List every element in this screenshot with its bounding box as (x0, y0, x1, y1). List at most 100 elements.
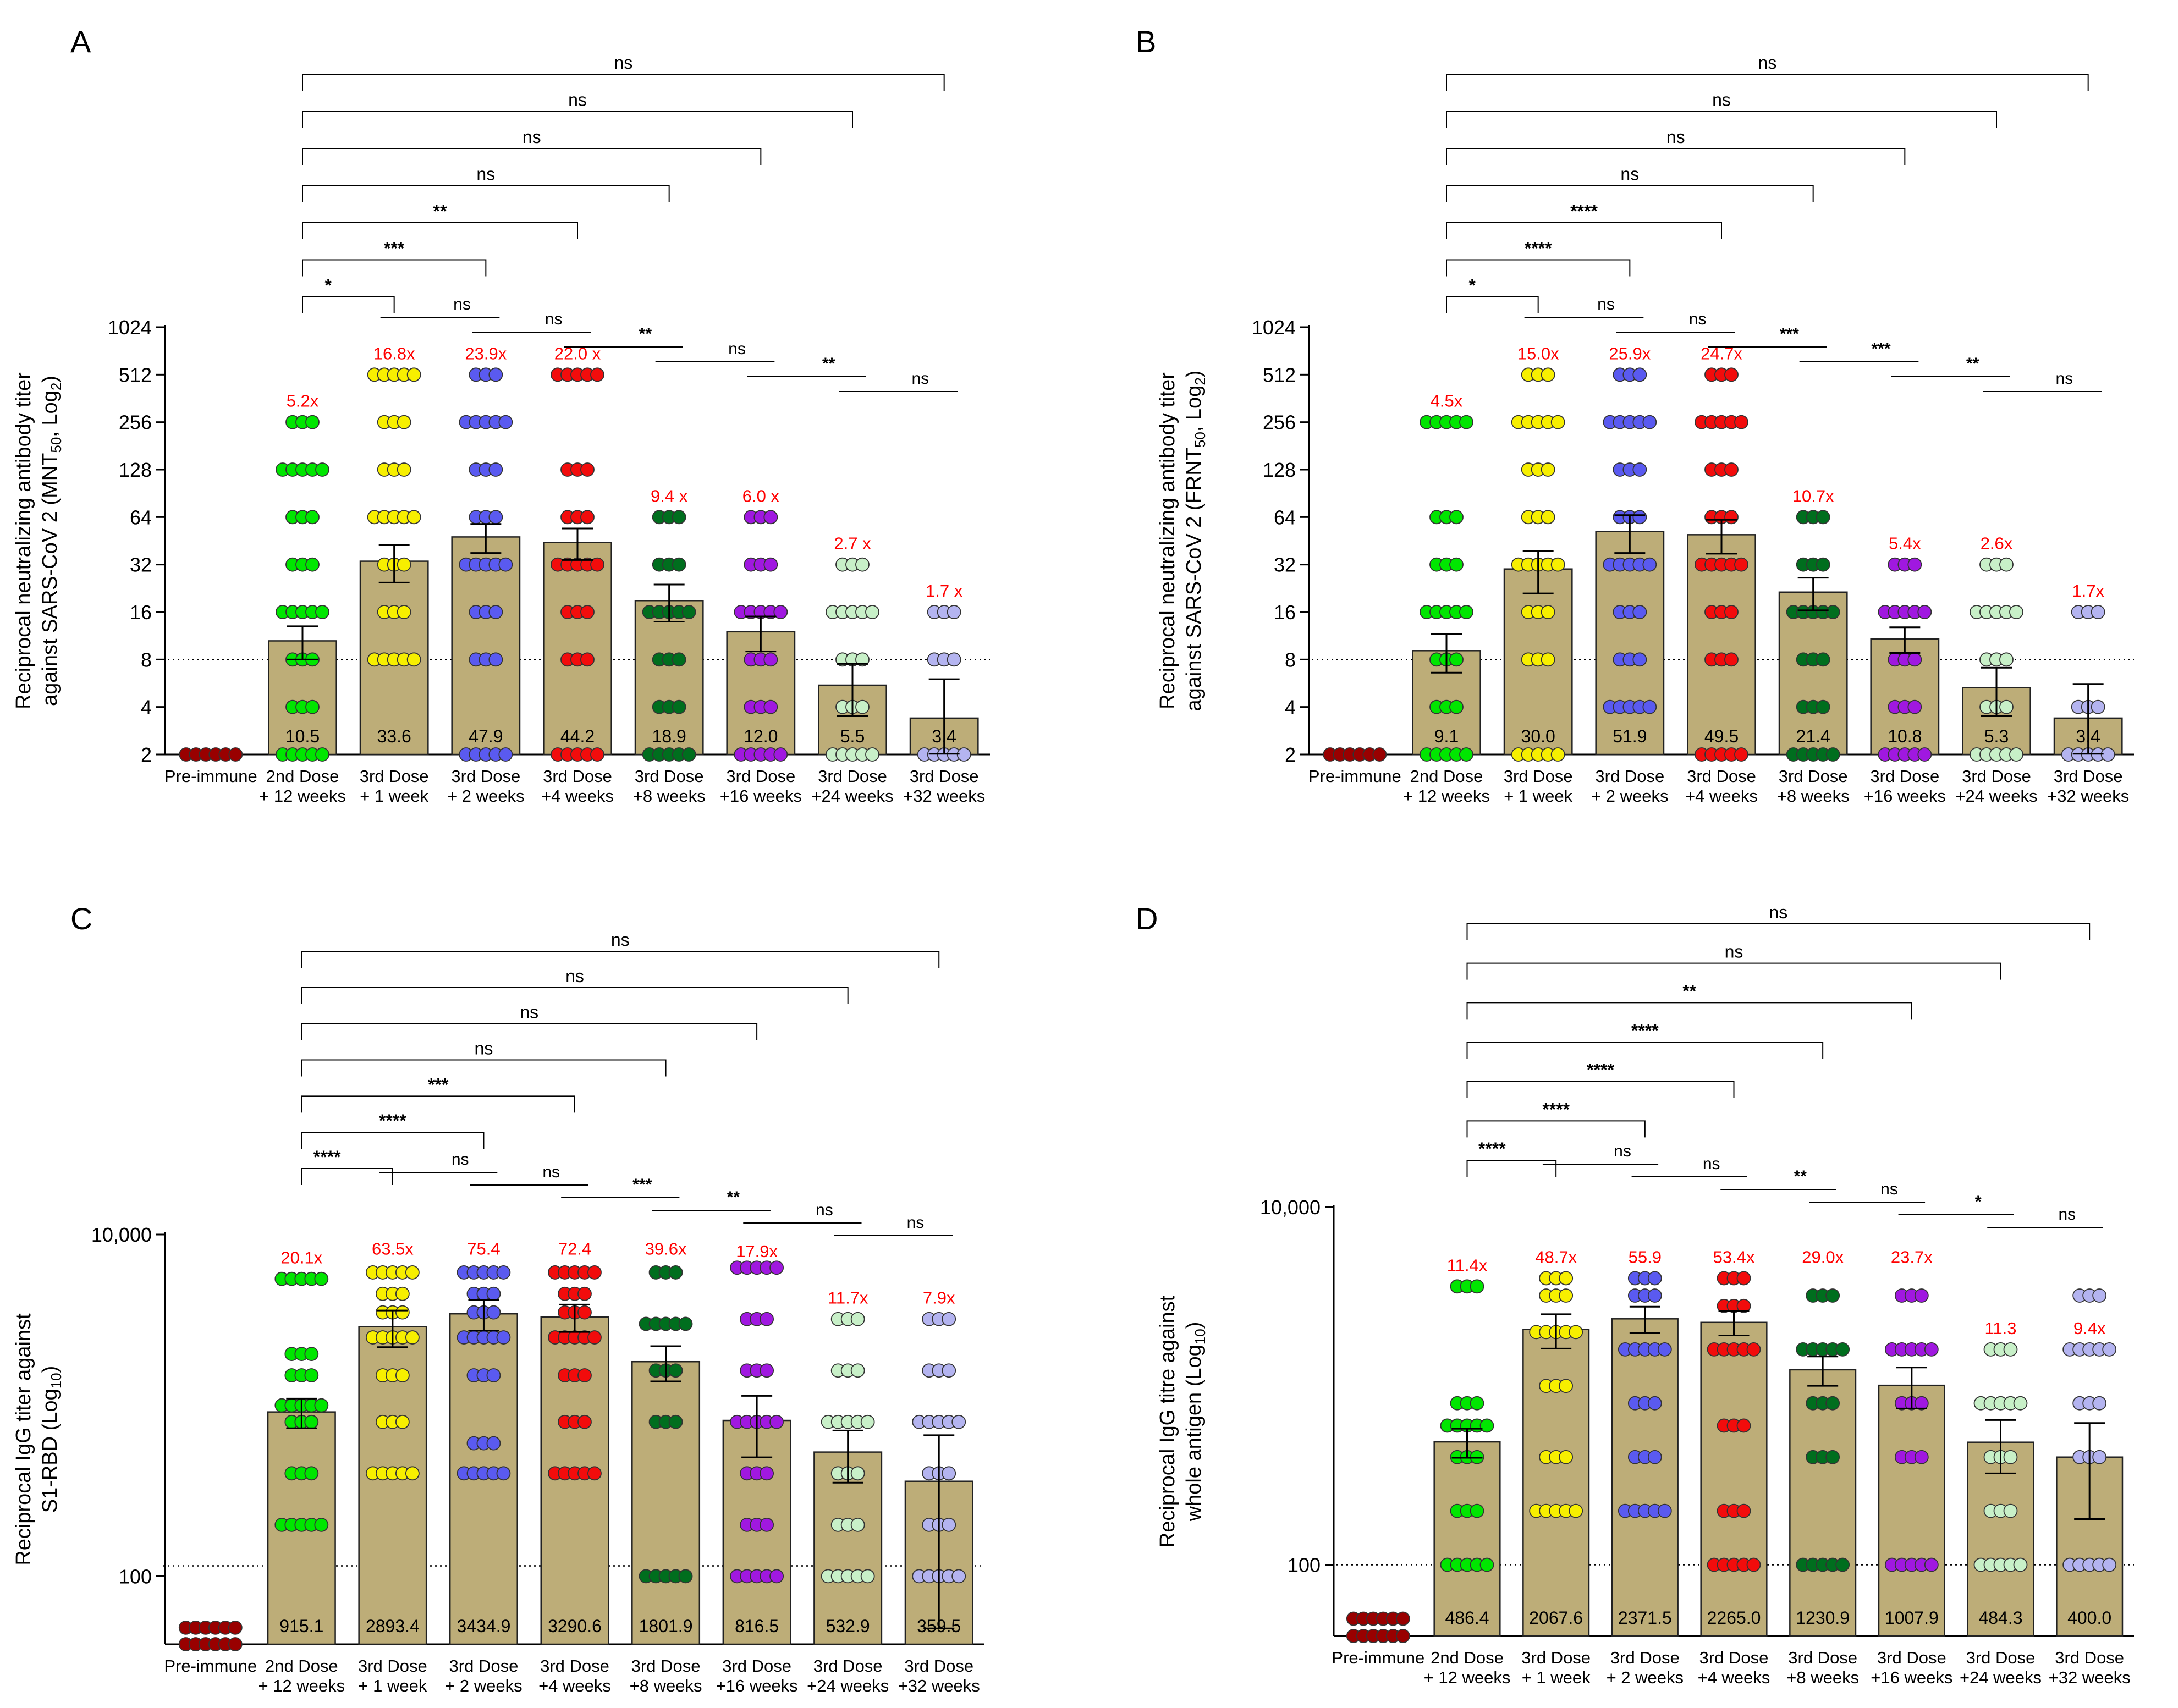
data-point (1559, 1271, 1574, 1286)
bar (1700, 1321, 1768, 1637)
x-tick-label-line: +8 weeks (1777, 786, 1850, 806)
significance-label: ns (565, 966, 584, 986)
significance-bracket (1466, 923, 2091, 940)
fold-change-label: 9.4x (2074, 1319, 2106, 1338)
fold-change-label: 15.0x (1517, 344, 1559, 363)
x-tick-label-line: 3rd Dose (635, 767, 704, 786)
data-point (1632, 652, 1647, 667)
data-point (397, 557, 411, 572)
adjacent-significance-label: *** (1871, 340, 1890, 358)
data-point (486, 1286, 501, 1301)
adjacent-significance-label: ** (1966, 355, 1979, 373)
adjacent-significance-label: *** (1780, 325, 1799, 343)
data-point (1907, 652, 1922, 667)
data-point (1480, 1418, 1494, 1433)
significance-label: ns (1769, 902, 1788, 922)
adjacent-significance-label: * (1975, 1193, 1982, 1211)
data-point (672, 699, 686, 714)
adjacent-significance-label: ns (542, 1163, 560, 1181)
data-point (1724, 605, 1739, 619)
data-point (2013, 1396, 2028, 1411)
bar (634, 600, 704, 756)
x-tick-label: 3rd Dose +32 weeks (2047, 767, 2129, 806)
panel-d: D Reciprocal IgG titre against whole antig… (1136, 901, 2134, 1687)
panel-c: C Reciprocal IgG titer against S1-RBD (Log… (12, 901, 985, 1695)
x-tick-label-line: +16 weeks (716, 1676, 798, 1695)
significance-label: **** (1525, 238, 1552, 258)
x-tick-label-line: + 1 week (1522, 1668, 1591, 1687)
y-tick-label: 32 (1274, 554, 1296, 576)
x-tick-label-line: 3rd Dose (726, 767, 795, 786)
data-point (1825, 747, 1840, 762)
data-point (1541, 605, 1555, 619)
x-tick-label-line: 3rd Dose (813, 1656, 883, 1676)
y-axis-label-subscript: 50 (1192, 432, 1208, 448)
x-tick-label: 3rd Dose +8 weeks (630, 1656, 702, 1695)
significance-label: * (324, 276, 332, 295)
y-axis-label-subscript: 2 (48, 383, 64, 390)
fold-change-label: 1.7 x (926, 581, 963, 600)
data-point (681, 747, 696, 762)
significance-bracket (1446, 74, 2089, 91)
x-tick-label-line: +32 weeks (2047, 786, 2129, 806)
fold-change-label: 10.7x (1792, 486, 1834, 505)
y-axis-label-subscript: 2 (1192, 377, 1208, 385)
x-tick-label-line: 3rd Dose (1788, 1648, 1857, 1667)
data-point (763, 510, 778, 525)
data-point (590, 747, 604, 762)
x-tick-label: 3rd Dose +24 weeks (807, 1656, 889, 1695)
data-point (2102, 1557, 2117, 1572)
x-tick-label-line: 3rd Dose (1700, 1648, 1769, 1667)
data-point (1642, 557, 1657, 572)
adjacent-significance-label: ns (1614, 1142, 1631, 1160)
data-point (668, 1363, 683, 1378)
x-tick-label-line: +16 weeks (1871, 1668, 1953, 1687)
data-point (1470, 1279, 1484, 1294)
data-point (942, 1363, 956, 1378)
significance-label: ns (1725, 942, 1744, 962)
data-point (314, 1398, 329, 1413)
data-point (2003, 1503, 2018, 1518)
significance-bracket (1446, 259, 1631, 277)
significance-bracket (1446, 296, 1539, 313)
x-tick-label-line: 3rd Dose (358, 1656, 427, 1676)
y-tick-label: 2 (141, 743, 152, 766)
bar-value-label: 30.0 (1521, 726, 1555, 746)
data-point (1724, 652, 1739, 667)
data-point (304, 1368, 319, 1382)
x-tick-label-line: +4 weeks (1698, 1668, 1770, 1687)
x-tick-label: 3rd Dose + 1 week (360, 767, 429, 806)
data-point (1724, 367, 1739, 382)
data-point (1746, 1342, 1761, 1357)
data-point (1917, 605, 1932, 619)
data-point (578, 1305, 592, 1320)
data-point (1395, 1611, 1410, 1626)
x-tick-label-line: +16 weeks (720, 786, 802, 806)
significance-bracket (301, 1095, 575, 1113)
data-point (1835, 1557, 1850, 1572)
x-tick-label: Pre-immune (164, 1656, 257, 1676)
bar-value-label: 3.4 (932, 726, 956, 746)
data-point (578, 1414, 592, 1429)
bar-value-label: 484.3 (1978, 1608, 2022, 1628)
y-axis-label-text: S1-RBD (Log (38, 1389, 62, 1513)
data-point (1632, 367, 1647, 382)
significance-label: ns (568, 90, 587, 109)
data-point (305, 415, 320, 429)
data-point (1470, 1503, 1484, 1518)
x-tick-label-line: +24 weeks (807, 1676, 889, 1695)
x-tick-label-line: + 1 week (1504, 786, 1572, 806)
data-point (496, 1466, 511, 1481)
adjacent-significance-label: ns (728, 340, 746, 358)
x-tick-label-line: 3rd Dose (451, 767, 520, 786)
fold-change-label: 53.4x (1713, 1247, 1755, 1266)
adjacent-significance-label: ** (822, 355, 835, 373)
x-tick-label-line: +24 weeks (1955, 786, 2037, 806)
y-axis-label-text: against SARS-CoV 2 (FRNT (1182, 448, 1206, 711)
data-point (763, 652, 778, 667)
y-tick-label: 1024 (1252, 316, 1296, 339)
data-point (315, 605, 329, 619)
data-point (760, 1363, 774, 1378)
bar-value-label: 49.5 (1704, 726, 1739, 746)
data-point (590, 557, 604, 572)
